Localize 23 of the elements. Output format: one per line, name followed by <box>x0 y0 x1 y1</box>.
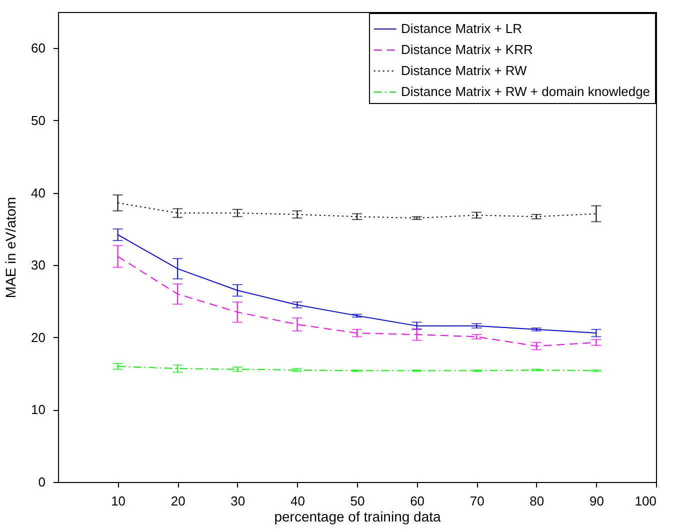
y-tick-label: 50 <box>31 112 46 128</box>
legend-label: Distance Matrix + KRR <box>401 42 533 57</box>
y-tick-label: 20 <box>31 330 46 345</box>
x-tick-label: 90 <box>589 494 604 508</box>
legend-label: Distance Matrix + LR <box>401 21 522 36</box>
x-tick-label: 60 <box>410 494 425 508</box>
x-tick-label: 80 <box>530 494 544 508</box>
x-tick-label: 40 <box>290 494 305 508</box>
y-tick-label: 0 <box>38 474 46 490</box>
y-tick-label: 60 <box>31 40 46 56</box>
x-tick-label: 10 <box>111 494 126 508</box>
x-tick-label: 50 <box>350 494 365 508</box>
y-axis-title: MAE in eV/atom <box>2 196 18 298</box>
x-tick-label: 20 <box>170 494 186 508</box>
y-tick-label: 30 <box>31 258 46 273</box>
legend-label: Distance Matrix + RW + domain knowledge <box>401 84 650 99</box>
x-tick-label: 30 <box>230 494 246 508</box>
y-tick-label: 40 <box>31 185 46 200</box>
x-tick-label: 70 <box>470 494 484 508</box>
x-tick-label: 100 <box>634 494 656 508</box>
x-axis-title: percentage of training data <box>274 508 441 524</box>
y-tick-label: 10 <box>31 402 46 418</box>
legend-label: Distance Matrix + RW <box>401 63 528 78</box>
